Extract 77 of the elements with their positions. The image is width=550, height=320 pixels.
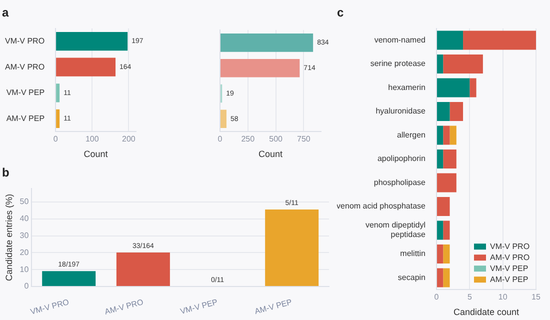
y-tick-label: phospholipase (374, 178, 426, 187)
x-tick-label: 750 (297, 134, 311, 144)
bar (265, 210, 319, 286)
bar (443, 150, 456, 168)
y-tick-label: 30 (20, 230, 30, 240)
x-tick-label: 15 (532, 292, 541, 302)
bar (437, 102, 450, 122)
bar (437, 173, 456, 192)
bar (443, 126, 450, 145)
y-tick-label: apolipophorin (377, 154, 426, 164)
y-tick-label: melittin (400, 249, 426, 258)
x-tick-label: 100 (85, 134, 100, 144)
bar (437, 150, 444, 168)
bar (443, 244, 450, 264)
bar (56, 58, 116, 76)
x-tick-label: 5 (467, 292, 472, 302)
bar (56, 109, 60, 128)
bar (116, 252, 170, 286)
x-tick-label: 500 (269, 134, 284, 144)
y-axis-title: Candidate entries (%) (4, 194, 14, 281)
y-tick-label: AM-V PEP (6, 114, 45, 123)
x-tick-label: VM-V PEP (179, 297, 219, 316)
y-tick-label: allergen (397, 130, 426, 140)
bar (443, 220, 450, 240)
y-tick-label: 50 (20, 197, 30, 206)
bar (437, 78, 470, 98)
bar (463, 30, 536, 50)
bar (437, 126, 444, 145)
bar (56, 32, 128, 51)
x-tick-label: AM-V PEP (254, 297, 293, 316)
legend-label: AM-V PEP (490, 274, 528, 284)
bar (443, 54, 483, 74)
chart-title: a (2, 6, 9, 20)
bar (470, 78, 476, 98)
x-tick-label: 0 (434, 292, 440, 302)
y-tick-label: VM-V PRO (4, 36, 45, 46)
y-tick-label: 10 (20, 264, 30, 274)
text: c (337, 6, 344, 20)
y-tick-label: 0 (24, 282, 30, 291)
y-tick-label: VM-V PEP (6, 88, 45, 98)
x-tick-label: 0 (53, 134, 58, 144)
x-tick-label: 250 (241, 134, 256, 144)
bar (220, 58, 300, 78)
y-tick-label: 40 (20, 214, 30, 224)
bar (450, 102, 464, 122)
y-tick-label: hexamerin (388, 82, 426, 92)
x-tick-label: AM-V PRO (104, 297, 144, 316)
x-tick-label: 0 (218, 134, 223, 144)
y-tick-label: venom dipeptidyl peptidase (365, 220, 426, 240)
y-tick-label: hyaluronidase (376, 106, 426, 116)
bar (437, 244, 444, 264)
y-tick-label: venom acid phosphatase (336, 202, 426, 211)
y-tick-label: serine protease (370, 59, 426, 68)
bar (220, 34, 314, 52)
y-tick-label: secapin (398, 272, 426, 282)
bar (220, 110, 226, 128)
chart-title: b (2, 166, 10, 180)
bar (56, 84, 60, 102)
x-tick-label: 200 (122, 134, 136, 144)
x-tick-label: 10 (498, 292, 508, 302)
bar (437, 196, 450, 216)
bar (437, 268, 444, 288)
bar (437, 30, 464, 50)
x-axis-title: Count (258, 149, 283, 160)
bar (443, 268, 450, 288)
legend-label: VM-V PEP (490, 264, 528, 273)
legend-label: AM-V PRO (490, 252, 530, 262)
bar (437, 54, 444, 74)
bar (437, 220, 444, 240)
bar (450, 126, 456, 145)
legend-label: VM-V PRO (490, 242, 530, 251)
x-axis-title: Candidate count (453, 307, 520, 318)
y-tick-label: venom-named (374, 35, 426, 44)
y-tick-label: 20 (20, 248, 30, 257)
y-tick-label: AM-V PRO (4, 62, 45, 72)
bar (42, 271, 96, 286)
x-axis-title: Count (84, 149, 108, 160)
